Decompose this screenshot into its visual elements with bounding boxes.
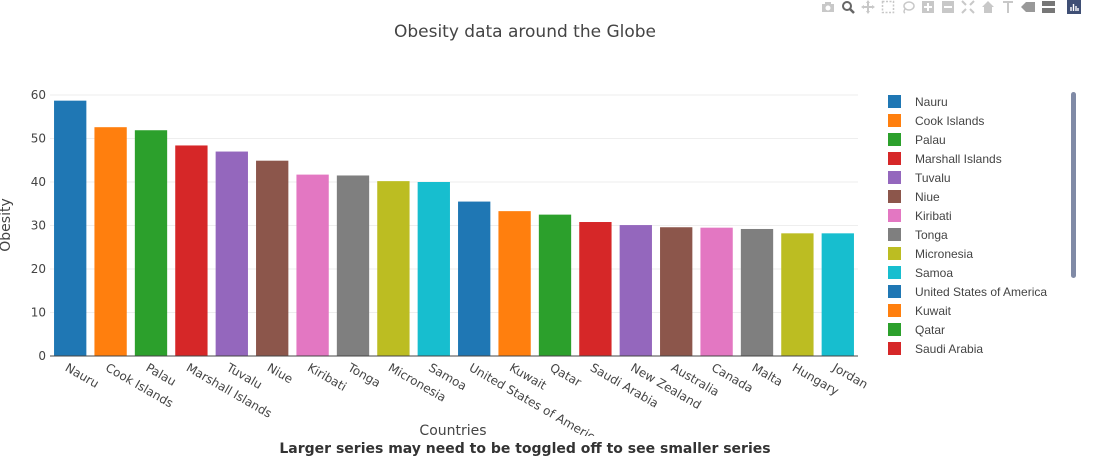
legend-label: Saudi Arabia [915, 341, 984, 356]
legend-item[interactable]: Niue [888, 187, 1068, 206]
legend-item[interactable]: Kuwait [888, 301, 1068, 320]
bars [54, 100, 854, 356]
legend-swatch [888, 304, 901, 317]
chart-title: Obesity data around the Globe [394, 22, 656, 42]
legend-swatch [888, 323, 901, 336]
legend: Nauru Cook Islands Palau Marshall Islands Tu… [888, 92, 1068, 358]
bar[interactable] [215, 151, 248, 356]
legend-item[interactable]: Nauru [888, 92, 1068, 111]
bar[interactable] [700, 227, 733, 356]
y-tick-label: 30 [31, 219, 46, 233]
x-tick-label: Tonga [345, 360, 383, 390]
legend-label: Palau [915, 132, 946, 147]
y-tick-label: 0 [38, 349, 46, 363]
legend-label: Micronesia [915, 246, 974, 261]
legend-swatch [888, 133, 901, 146]
legend-swatch [888, 152, 901, 165]
autoscale-icon[interactable] [961, 0, 975, 14]
legend-item[interactable]: United States of America [888, 282, 1068, 301]
legend-swatch [888, 228, 901, 241]
legend-item[interactable]: Palau [888, 130, 1068, 149]
zoom-in-icon[interactable] [921, 0, 935, 14]
bar[interactable] [377, 181, 410, 356]
pan-icon[interactable] [861, 0, 875, 14]
bar[interactable] [134, 130, 168, 356]
legend-swatch [888, 209, 901, 222]
x-axis-label: Countries [419, 423, 486, 439]
legend-item[interactable]: Saudi Arabia [888, 339, 1068, 358]
legend-swatch [888, 266, 901, 279]
bar[interactable] [740, 228, 774, 356]
legend-label: Kuwait [915, 303, 952, 318]
legend-label: Niue [915, 189, 940, 204]
y-tick-label: 50 [31, 132, 46, 146]
bar[interactable] [660, 227, 693, 356]
legend-scrollbar[interactable] [1071, 92, 1076, 278]
bar[interactable] [94, 127, 127, 356]
bar[interactable] [54, 100, 87, 356]
bar[interactable] [175, 145, 208, 356]
bar[interactable] [256, 160, 289, 356]
spike-lines-icon[interactable] [1001, 0, 1015, 14]
zoom-icon[interactable] [841, 0, 855, 14]
y-axis-label: Obesity [0, 198, 14, 251]
y-tick-label: 60 [31, 88, 46, 102]
hover-closest-icon[interactable] [1021, 0, 1035, 14]
legend-item[interactable]: Kiribati [888, 206, 1068, 225]
legend-label: Samoa [915, 265, 954, 280]
legend-item[interactable]: Samoa [888, 263, 1068, 282]
bar[interactable] [417, 182, 450, 356]
modebar [821, 0, 1081, 14]
bar[interactable] [458, 201, 491, 356]
legend-label: Nauru [915, 94, 948, 109]
x-tick-label: Nauru [63, 360, 102, 390]
home-icon[interactable] [981, 0, 995, 14]
legend-item[interactable]: Marshall Islands [888, 149, 1068, 168]
bar[interactable] [821, 233, 854, 356]
legend-swatch [888, 285, 901, 298]
camera-icon[interactable] [821, 0, 835, 14]
lasso-icon[interactable] [901, 0, 915, 14]
legend-label: Kiribati [915, 208, 952, 223]
bar[interactable] [538, 214, 572, 356]
bar[interactable] [336, 175, 370, 356]
legend-item[interactable]: Tonga [888, 225, 1068, 244]
legend-item[interactable]: Cook Islands [888, 111, 1068, 130]
hover-compare-icon[interactable] [1041, 0, 1055, 14]
x-tick-label: Malta [750, 360, 786, 389]
legend-item[interactable]: Micronesia [888, 244, 1068, 263]
y-axis-ticks: 0 10 20 30 40 50 60 [31, 88, 46, 363]
x-tick-label: Niue [265, 360, 296, 386]
plotly-logo-icon[interactable] [1067, 0, 1081, 14]
legend-label: Marshall Islands [915, 151, 1002, 166]
zoom-out-icon[interactable] [941, 0, 955, 14]
box-select-icon[interactable] [881, 0, 895, 14]
legend-label: Cook Islands [915, 113, 985, 128]
legend-swatch [888, 95, 901, 108]
legend-label: Tuvalu [915, 170, 951, 185]
legend-swatch [888, 342, 901, 355]
x-tick-label: Qatar [548, 360, 584, 389]
legend-swatch [888, 114, 901, 127]
bar[interactable] [296, 174, 329, 356]
y-tick-label: 20 [31, 262, 46, 276]
y-tick-label: 10 [31, 306, 46, 320]
y-tick-label: 40 [31, 175, 46, 189]
bar[interactable] [498, 211, 531, 356]
legend-label: Qatar [915, 322, 946, 337]
gridlines [50, 94, 858, 313]
bar[interactable] [619, 225, 652, 356]
legend-item[interactable]: Tuvalu [888, 168, 1068, 187]
legend-swatch [888, 190, 901, 203]
footnote: Larger series may need to be toggled off… [279, 441, 771, 457]
legend-swatch [888, 171, 901, 184]
legend-item[interactable]: Qatar [888, 320, 1068, 339]
legend-swatch [888, 247, 901, 260]
bar[interactable] [781, 233, 814, 356]
legend-label: Tonga [915, 227, 948, 242]
x-tick-label: Kiribati [305, 360, 349, 393]
legend-label: United States of America [915, 284, 1048, 299]
bar[interactable] [579, 222, 612, 356]
